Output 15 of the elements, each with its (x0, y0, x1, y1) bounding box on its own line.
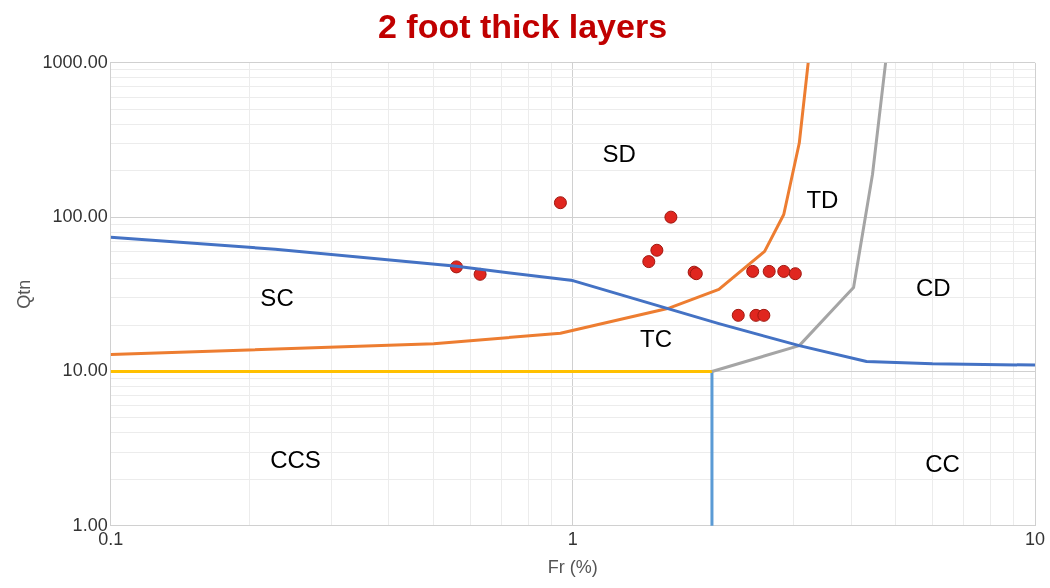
x-tick-label: 1 (567, 528, 578, 549)
chart-title: 2 foot thick layers (377, 6, 668, 45)
annotation: SC (260, 283, 294, 311)
annotation: TC (640, 325, 673, 353)
annotation: SD (602, 140, 636, 168)
y-tick-label: 10.00 (62, 360, 108, 381)
annotation: CCS (270, 445, 321, 473)
x-axis-title: Fr (%) (547, 557, 598, 578)
annotation: CC (925, 450, 960, 478)
annotation: CD (915, 274, 951, 302)
y-tick-label: 100.00 (52, 206, 108, 227)
annotation: TD (806, 186, 839, 214)
y-axis-title: Qtn (13, 279, 34, 309)
y-tick-label: 1000.00 (42, 51, 108, 72)
x-tick-label: 10 (1024, 528, 1046, 549)
